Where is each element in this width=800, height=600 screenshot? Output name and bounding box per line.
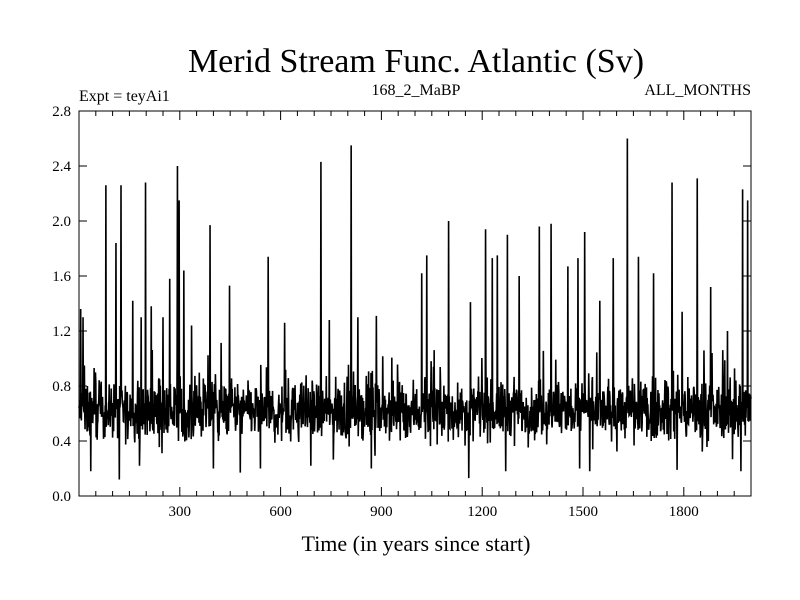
x-tick-label: 1500 — [568, 504, 598, 520]
y-tick-label: 1.2 — [52, 324, 71, 340]
series-line — [78, 138, 752, 480]
y-tick-label: 0.8 — [52, 379, 71, 395]
period-label: 168_2_MaBP — [372, 82, 461, 99]
x-tick-label: 600 — [269, 504, 292, 520]
months-label: ALL_MONTHS — [644, 82, 751, 99]
x-tick-label: 1200 — [467, 504, 497, 520]
y-tick-label: 2.4 — [52, 159, 71, 175]
x-axis: 300 600 900 1200 1500 1800 — [95, 111, 735, 520]
y-tick-label: 2.8 — [52, 104, 71, 120]
y-tick-label: 0.4 — [52, 434, 71, 450]
experiment-label: Expt = teyAi1 — [79, 88, 170, 105]
x-tick-label: 300 — [169, 504, 192, 520]
chart-title: Merid Stream Func. Atlantic (Sv) — [188, 43, 644, 80]
y-tick-label: 1.6 — [52, 269, 71, 285]
y-axis: 0.0 0.4 0.8 1.2 1.6 2.0 2.4 2.8 — [52, 104, 751, 505]
y-tick-label: 0.0 — [52, 489, 71, 505]
y-tick-label: 2.0 — [52, 214, 71, 230]
x-tick-label: 1800 — [669, 504, 699, 520]
x-tick-label: 900 — [370, 504, 393, 520]
x-axis-label: Time (in years since start) — [302, 531, 531, 556]
series-group — [78, 138, 752, 480]
